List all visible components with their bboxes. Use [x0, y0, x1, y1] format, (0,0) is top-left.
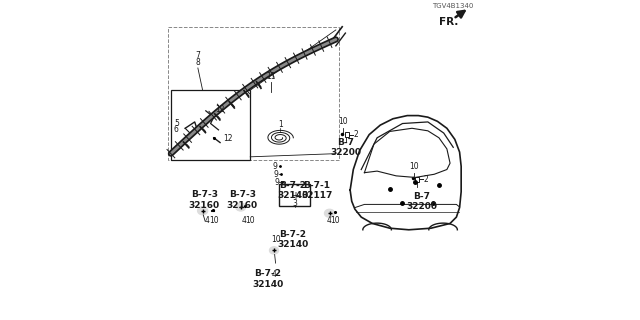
Text: FR.: FR. [439, 17, 458, 27]
Text: TGV4B1340: TGV4B1340 [433, 3, 474, 9]
Text: B-7-1
32117: B-7-1 32117 [301, 180, 333, 200]
Bar [168, 27, 339, 160]
Text: 10: 10 [209, 216, 218, 226]
Text: 2: 2 [424, 174, 428, 184]
Bar [171, 90, 250, 160]
Bar [279, 184, 310, 206]
Text: 6: 6 [174, 125, 179, 134]
Text: 9: 9 [272, 162, 277, 171]
Text: 5: 5 [174, 119, 179, 128]
Text: 4: 4 [271, 270, 276, 279]
Text: 4: 4 [205, 216, 210, 226]
Text: 11: 11 [266, 72, 276, 81]
Text: 3: 3 [292, 199, 297, 208]
Text: 4: 4 [326, 216, 331, 226]
Text: B-7-2
32140: B-7-2 32140 [277, 180, 308, 200]
Text: 12: 12 [223, 134, 233, 143]
Text: 7: 7 [195, 52, 200, 60]
Bar [415, 177, 419, 182]
Text: 9: 9 [273, 170, 278, 179]
Text: B-7-2
32140: B-7-2 32140 [252, 269, 284, 289]
Text: 10: 10 [339, 117, 348, 126]
Text: B-7-3
32160: B-7-3 32160 [189, 190, 220, 210]
Bar [345, 132, 349, 138]
Text: 10: 10 [409, 162, 419, 171]
Text: 4: 4 [242, 216, 247, 226]
Text: 2: 2 [354, 130, 358, 139]
Ellipse shape [236, 203, 246, 211]
Text: 12: 12 [215, 105, 225, 115]
Text: B-7-2
32140: B-7-2 32140 [277, 230, 308, 249]
Ellipse shape [324, 209, 335, 217]
Text: 9: 9 [275, 178, 280, 187]
Ellipse shape [198, 207, 208, 215]
Ellipse shape [269, 247, 278, 254]
Text: 8: 8 [195, 58, 200, 67]
Text: 10: 10 [330, 216, 340, 226]
Text: B-7-3
32160: B-7-3 32160 [227, 190, 258, 210]
Text: 10: 10 [245, 216, 255, 226]
Text: B-7
32200: B-7 32200 [330, 138, 361, 157]
Text: 1: 1 [278, 120, 283, 129]
Text: 10: 10 [271, 236, 280, 244]
Text: +: + [291, 191, 299, 202]
Text: B-7
32200: B-7 32200 [406, 192, 437, 211]
